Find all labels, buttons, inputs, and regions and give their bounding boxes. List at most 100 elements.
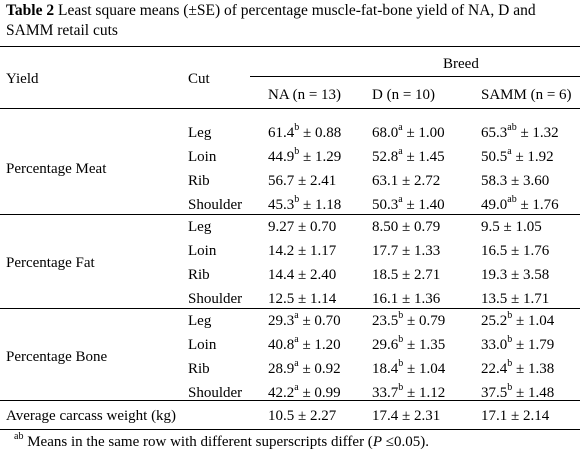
cell-mean: 9.5	[481, 219, 500, 235]
cell-superscript: a	[294, 382, 299, 393]
cell-superscript: b	[294, 122, 300, 133]
cell-superscript: a	[294, 358, 299, 369]
cell-se: ± 1.40	[402, 197, 445, 213]
table-cell: 29.6b ± 1.35	[372, 334, 445, 354]
cell-se: ± 2.41	[294, 173, 337, 189]
cell-mean: 22.4	[481, 361, 508, 377]
table-cell: 56.7 ± 2.41	[268, 172, 336, 190]
cell-superscript: b	[507, 334, 513, 345]
cut-label: Leg	[188, 125, 212, 141]
cell-mean: 44.9	[268, 149, 295, 165]
cell-mean: 17.7	[372, 243, 399, 259]
table-cell: 14.2 ± 1.17	[268, 242, 336, 260]
header-col-d: D (n = 10)	[372, 87, 436, 103]
cut-label: Loin	[188, 243, 217, 259]
cell-superscript: a	[398, 122, 403, 133]
cell-mean: 63.1	[372, 173, 399, 189]
cut-label: Leg	[188, 313, 212, 329]
header-cut: Cut	[188, 71, 210, 87]
cell-mean: 9.27	[268, 219, 295, 235]
table-cell: 40.8a ± 1.20	[268, 335, 341, 354]
cell-superscript: b	[507, 358, 513, 369]
header-col-samm: SAMM (n = 6)	[481, 87, 572, 103]
cell-mean: 33.0	[481, 337, 508, 353]
group-rule	[0, 308, 580, 309]
table-caption: Table 2 Least square means (±SE) of perc…	[6, 1, 576, 41]
cell-superscript: a	[398, 194, 403, 205]
table-cell: 22.4b ± 1.38	[481, 358, 554, 378]
cell-se: ± 1.92	[511, 149, 554, 165]
cell-se: ± 1.29	[299, 149, 342, 165]
cell-se: ± 1.71	[507, 291, 550, 307]
table-cell: 37.5b ± 1.48	[481, 383, 555, 402]
cell-mean: 65.3	[481, 125, 508, 141]
cell-se: ± 0.99	[298, 385, 341, 401]
cell-mean: 37.5	[481, 385, 508, 401]
cell-mean: 56.7	[268, 173, 295, 189]
cell-superscript: b	[507, 310, 513, 321]
table-cell: 33.0b ± 1.79	[481, 334, 554, 354]
cell-mean: 49.0	[481, 197, 508, 213]
cell-mean: 8.50	[372, 219, 399, 235]
group-label: Percentage Meat	[6, 161, 107, 177]
cut-label: Leg	[188, 219, 212, 235]
header-yield: Yield	[6, 71, 39, 87]
table-cell: 58.3 ± 3.60	[481, 172, 549, 190]
cell-se: ± 1.76	[507, 243, 550, 259]
cell-superscript: ab	[507, 194, 517, 205]
cell-se: ± 1.05	[499, 219, 542, 235]
cell-se: ± 2.40	[294, 267, 337, 283]
cell-se: ± 0.92	[298, 361, 341, 377]
table-cell: 49.0ab ± 1.76	[481, 194, 559, 214]
table-cell: 23.5b ± 0.79	[372, 310, 445, 330]
table-cell: 18.4b ± 1.04	[372, 358, 446, 378]
cell-superscript: b	[398, 358, 404, 369]
table-cell: 28.9a ± 0.92	[268, 358, 341, 378]
cell-se: ± 3.58	[507, 267, 550, 283]
cell-mean: 19.3	[481, 267, 508, 283]
cell-superscript: b	[398, 382, 404, 393]
cell-se: ± 0.79	[398, 219, 441, 235]
cell-superscript: b	[398, 310, 404, 321]
cell-superscript: ab	[507, 122, 517, 133]
table-cell: 33.7b ± 1.12	[372, 382, 446, 402]
cell-mean: 50.5	[481, 149, 508, 165]
table-number: Table 2	[6, 2, 55, 19]
top-rule	[0, 46, 580, 47]
cell-superscript: b	[398, 334, 404, 345]
header-col-na: NA (n = 13)	[268, 87, 342, 103]
cut-label: Rib	[188, 267, 210, 283]
table-cell: 25.2b ± 1.04	[481, 310, 555, 330]
table-cell: 12.5 ± 1.14	[268, 290, 336, 308]
footnote: ab Means in the same row with different …	[14, 432, 429, 451]
cell-mean: 61.4	[268, 125, 295, 141]
cell-se: ± 3.60	[507, 173, 550, 189]
cut-label: Shoulder	[188, 291, 243, 307]
cell-mean: 50.3	[372, 197, 399, 213]
cell-mean: 16.1	[372, 291, 399, 307]
cell-se: ± 2.71	[398, 267, 441, 283]
cell-se: ± 0.70	[298, 313, 341, 329]
cell-mean: 16.5	[481, 243, 508, 259]
cell-mean: 14.4	[268, 267, 295, 283]
cell-se: ± 1.04	[512, 313, 555, 329]
cell-se: ± 1.12	[403, 385, 446, 401]
cell-se: ± 1.04	[403, 361, 446, 377]
carcass-d: 17.4 ± 2.31	[372, 408, 441, 424]
table-cell: 65.3ab ± 1.32	[481, 122, 559, 142]
carcass-samm: 17.1 ± 2.14	[481, 408, 550, 424]
cell-mean: 33.7	[372, 385, 399, 401]
table-cell: 16.1 ± 1.36	[372, 290, 440, 308]
cell-mean: 58.3	[481, 173, 508, 189]
cut-label: Shoulder	[188, 385, 243, 401]
cell-mean: 13.5	[481, 291, 508, 307]
group-label: Percentage Bone	[6, 349, 108, 365]
cell-mean: 29.6	[372, 337, 399, 353]
cell-mean: 25.2	[481, 313, 508, 329]
cell-se: ± 1.48	[512, 385, 555, 401]
group-label: Percentage Fat	[6, 255, 95, 271]
cell-superscript: b	[294, 194, 300, 205]
table-cell: 50.5a ± 1.92	[481, 147, 554, 166]
cell-se: ± 1.32	[516, 125, 559, 141]
group-rule	[0, 400, 580, 401]
